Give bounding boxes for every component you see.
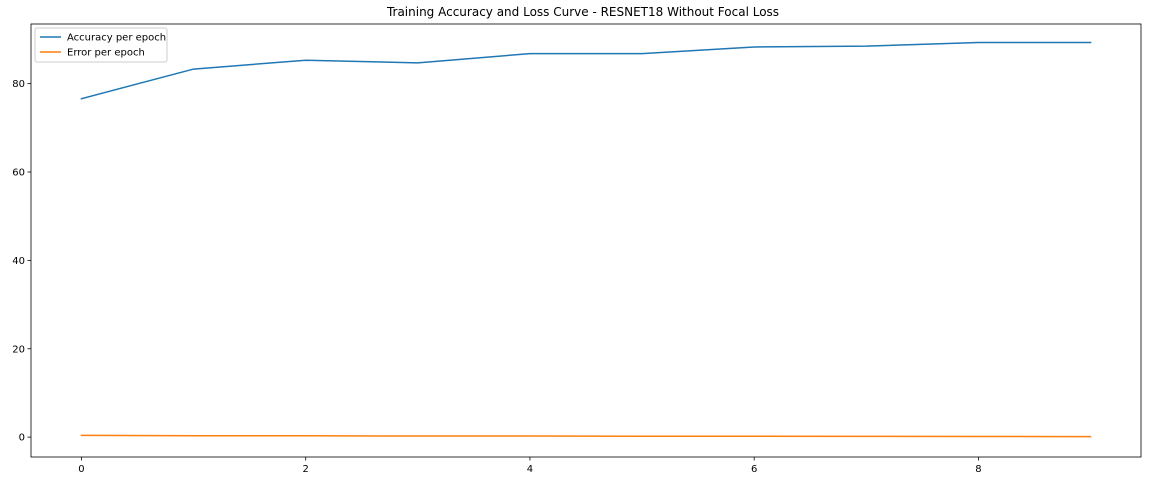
legend: Accuracy per epoch Error per epoch	[34, 27, 168, 63]
plot-area	[30, 23, 1142, 458]
y-tick-label: 20	[12, 344, 25, 355]
legend-box	[34, 27, 168, 63]
series-line-1	[80, 434, 1092, 438]
x-tick-label: 6	[751, 464, 757, 475]
x-tick-label: 0	[78, 464, 84, 475]
x-tick-label: 4	[527, 464, 533, 475]
y-tick-label: 40	[12, 256, 25, 267]
x-tick-label: 2	[303, 464, 309, 475]
y-tick-label: 0	[19, 433, 25, 444]
y-tick-label: 80	[12, 79, 25, 90]
x-tick-label: 8	[975, 464, 981, 475]
legend-label-0: Accuracy per epoch	[67, 33, 166, 44]
axes-frame	[30, 23, 1142, 458]
chart-title: Training Accuracy and Loss Curve - RESNE…	[386, 5, 779, 19]
legend-label-1: Error per epoch	[67, 48, 145, 59]
y-tick-label: 60	[12, 168, 25, 179]
series-line-0	[80, 41, 1092, 100]
